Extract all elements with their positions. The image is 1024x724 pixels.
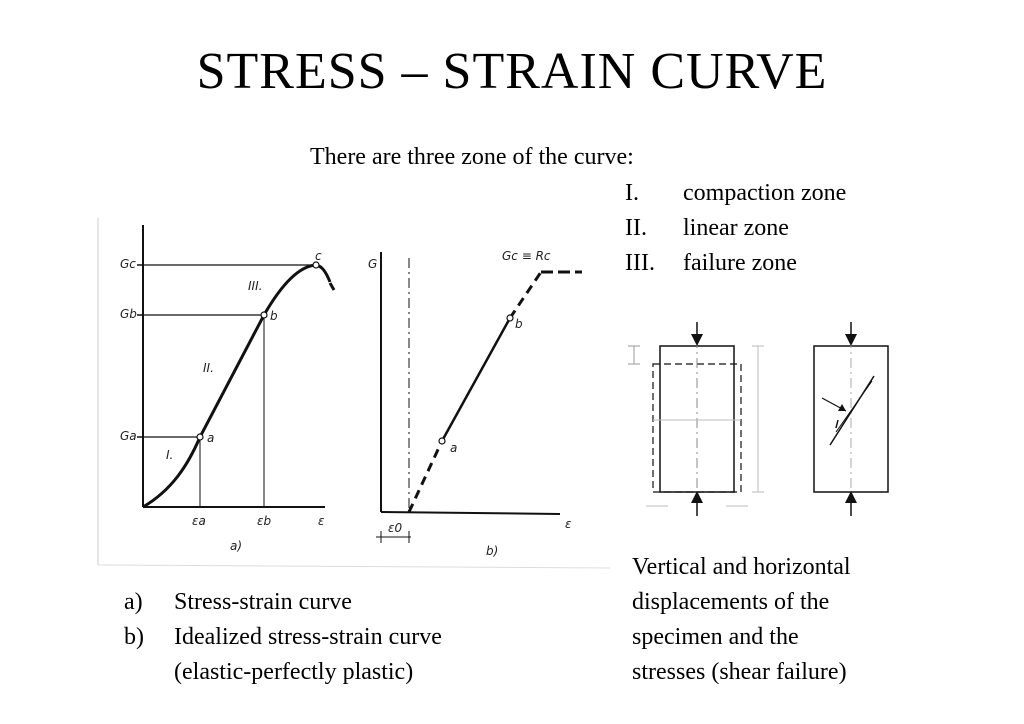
y-tick-label: Gb [120,307,137,321]
arrow-up-icon [691,491,703,503]
left-caption: a) Stress-strain curve b) Idealized stress… [124,585,442,690]
zone-item: I. compaction zone [625,176,846,211]
point-b-marker [260,311,268,319]
zone-number: II. [625,215,647,241]
caption-text: Idealized stress-strain curve [174,624,442,650]
ideal-dashed-upper [508,271,543,319]
shear-plane [829,375,875,446]
zone-label: compaction zone [683,180,847,206]
point-label: a [450,441,457,455]
arrow-up-icon [845,491,857,503]
caption-label: b) [124,624,144,650]
ideal-dashed-start [407,440,444,513]
figure-b: G Gc ≡ Rc a b ε0 ε b) [368,249,582,558]
caption-text: (elastic-perfectly plastic) [174,659,414,685]
figure-a: Gc Gb Ga εa εb ε a b c I. II. III. a) [120,225,336,553]
arrow-down-icon [691,334,703,346]
zone-marker: I. [166,448,173,462]
caption-line: stresses (shear failure) [632,659,847,685]
ideal-elastic-line [440,317,512,442]
figure-caption: a) [230,539,242,553]
point-b-marker [506,314,514,322]
zone-number: I. [625,180,639,206]
x-tick-label: εb [257,514,271,528]
zone-label: linear zone [683,215,789,241]
caption-line: specimen and the [632,624,799,650]
figure-caption: b) [486,544,498,558]
zone-item: II. linear zone [625,211,846,246]
point-label: b [515,317,523,331]
y-axis-label: G [368,257,377,271]
zone-marker: II. [203,361,214,375]
point-label: b [270,309,278,323]
zone-number: III. [625,250,655,276]
specimen-displacement [628,322,764,516]
x-tick-label: ε [318,514,325,528]
page-title: STRESS – STRAIN CURVE [196,43,828,100]
specimen-shear [813,322,889,516]
strength-label: Gc ≡ Rc [502,249,551,263]
caption-line: Vertical and horizontal [632,554,851,580]
intro-text: There are three zone of the curve: [310,144,634,170]
zone-marker: III. [248,279,262,293]
caption-line: (elastic-perfectly plastic) [124,655,442,690]
caption-line: displacements of the [632,589,830,615]
caption-text: Stress-strain curve [174,589,352,615]
x-tick-label: εa [192,514,206,528]
x-axis [380,511,561,515]
x-label: ε0 [388,521,402,535]
caption-line: b) Idealized stress-strain curve [124,620,442,655]
point-label: c [315,249,322,263]
zone-item: III. failure zone [625,246,846,281]
point-label: a [207,431,214,445]
point-a-marker [438,437,446,445]
zone-label: failure zone [683,250,797,276]
stress-strain-curve [142,263,332,509]
zone-list: I. compaction zone II. linear zone III. fai… [625,176,846,281]
x-label: ε [565,517,572,531]
caption-line: a) Stress-strain curve [124,585,442,620]
caption-label: a) [124,589,143,615]
arrow-down-icon [845,334,857,346]
right-caption: Vertical and horizontal displacements of… [632,550,851,690]
point-c-marker [312,261,320,269]
y-tick-label: Gc [120,257,136,271]
y-tick-label: Ga [120,429,137,443]
point-a-marker [196,433,204,441]
